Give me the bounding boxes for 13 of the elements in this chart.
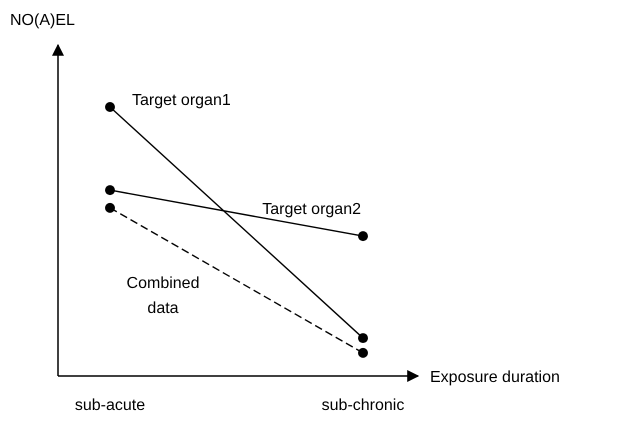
x-axis-title: Exposure duration (430, 369, 560, 386)
x-tick-label: sub-acute (74, 397, 146, 414)
point (358, 231, 368, 242)
series-label: Combined data (126, 274, 200, 317)
point (105, 185, 115, 196)
x-tick-label: sub-chronic (322, 397, 404, 414)
series-label: Target organ1 (132, 92, 231, 109)
series-label: Target organ2 (262, 201, 362, 218)
point (105, 202, 115, 213)
point (358, 333, 368, 344)
y-axis-title: NO(A)EL (10, 12, 75, 29)
point (358, 348, 368, 358)
point (105, 102, 115, 112)
